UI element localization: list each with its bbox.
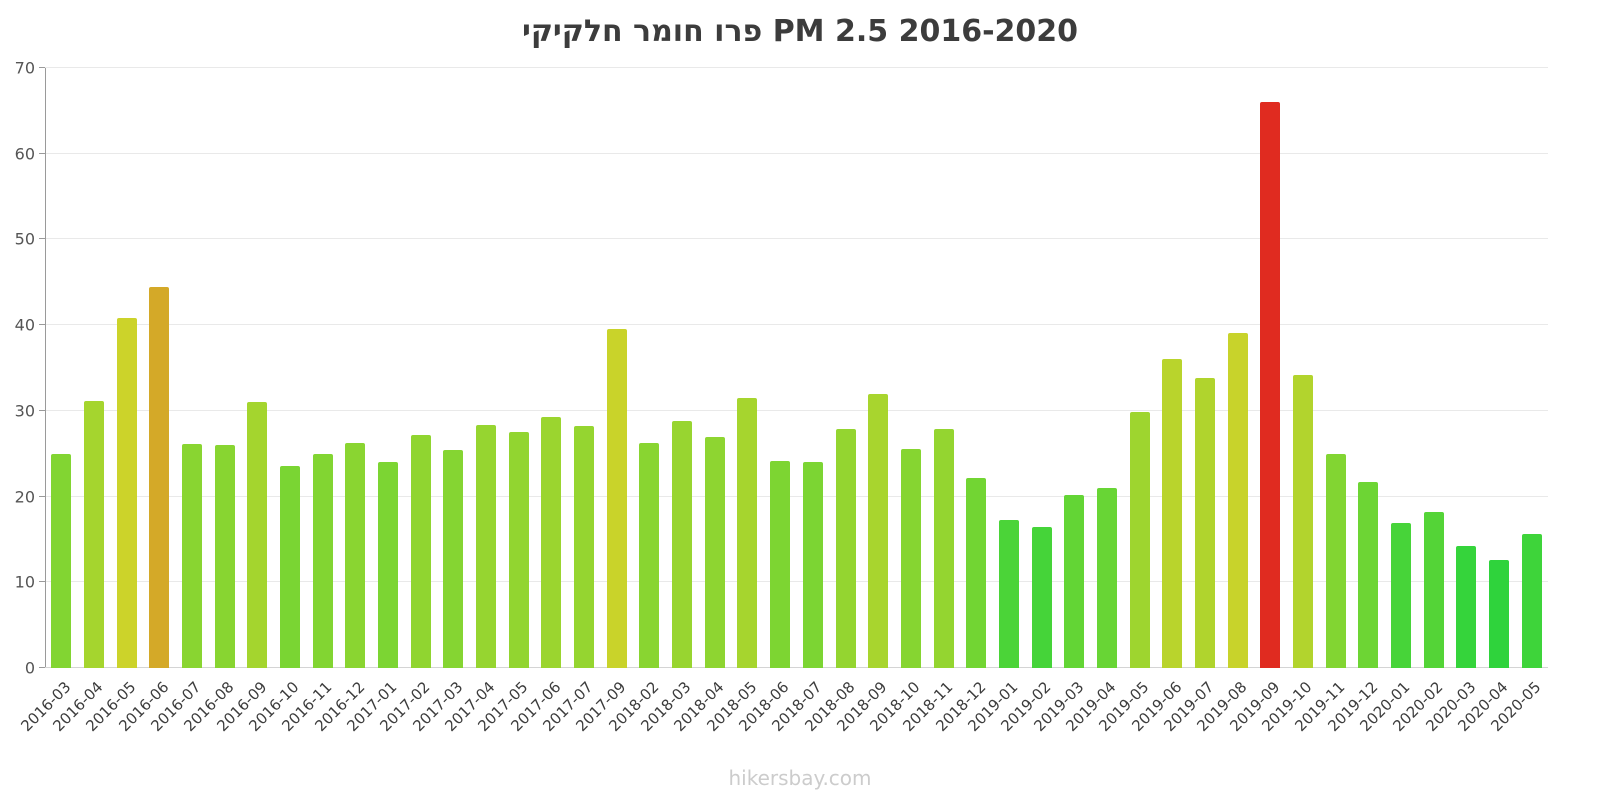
bar-2016-08 (214, 445, 235, 668)
bar-2016-09 (247, 402, 268, 668)
bar-2019-04 (1096, 488, 1117, 668)
y-tick-70 (39, 67, 45, 68)
bar-2020-03 (1456, 546, 1477, 668)
watermark: hikersbay.com (728, 766, 872, 790)
bar-2016-07 (182, 444, 203, 668)
y-tick-label-20: 20 (14, 487, 35, 507)
bar-2019-07 (1194, 378, 1215, 668)
bar-2018-10 (900, 448, 921, 668)
bar-2020-02 (1423, 512, 1444, 668)
bar-2020-01 (1390, 523, 1411, 668)
bar-2019-09 (1260, 102, 1281, 668)
bar-2019-11 (1325, 453, 1346, 668)
gridlines (39, 67, 1548, 668)
bar-2019-02 (1031, 526, 1052, 668)
bar-2018-03 (672, 421, 693, 668)
y-tick-label-10: 10 (14, 572, 35, 592)
bar-2018-07 (802, 462, 823, 668)
y-tick-label-50: 50 (14, 229, 35, 249)
bar-2016-12 (345, 442, 366, 668)
bar-2018-12 (966, 477, 987, 668)
bar-2018-08 (835, 428, 856, 668)
x-axis-line (45, 667, 1548, 668)
bar-2018-11 (933, 428, 954, 668)
bar-2019-05 (1129, 411, 1150, 668)
bar-2017-01 (378, 462, 399, 668)
y-tick-label-30: 30 (14, 401, 35, 421)
bar-2018-04 (704, 437, 725, 668)
chart-title: פרו חומר חלקיקי PM 2.5 2016-2020 (521, 14, 1079, 49)
bar-2017-03 (443, 450, 464, 668)
gridline-30 (45, 409, 1548, 411)
bars (45, 68, 1548, 668)
y-tick-10 (39, 581, 45, 583)
bar-2018-06 (770, 460, 791, 668)
bar-2020-05 (1521, 534, 1542, 668)
bar-2017-02 (410, 434, 431, 668)
y-tick-label-0: 0 (24, 658, 35, 678)
gridline-60 (45, 152, 1548, 154)
y-tick-60 (39, 152, 45, 154)
bar-2016-06 (149, 286, 170, 668)
y-tick-label-60: 60 (14, 144, 35, 164)
y-tick-40 (39, 324, 45, 326)
plot-area: 0 10 20 30 40 50 60 70 2016-03 2016-04 2016-05 201… (15, 59, 1548, 735)
y-axis-line (45, 68, 46, 668)
gridline-10 (45, 581, 1548, 583)
bar-2017-04 (476, 424, 497, 668)
bar-2016-04 (84, 400, 104, 668)
y-axis-labels: 0 10 20 30 40 50 60 70 (0, 59, 45, 678)
bar-2017-07 (574, 426, 595, 668)
gridline-20 (45, 495, 1548, 497)
gridline-40 (45, 324, 1548, 326)
bar-2019-01 (998, 519, 1019, 668)
bar-2018-09 (868, 393, 889, 668)
y-tick-label-70: 70 (14, 58, 35, 78)
bar-2016-03 (51, 453, 72, 668)
bar-2016-05 (116, 318, 137, 668)
y-tick-50 (39, 238, 45, 240)
bar-2019-12 (1358, 482, 1379, 668)
gridline-50 (45, 238, 1548, 240)
bar-2019-03 (1064, 494, 1085, 668)
y-tick-20 (39, 495, 45, 497)
bar-2018-05 (737, 398, 758, 668)
bar-2020-04 (1488, 560, 1509, 668)
bar-2017-06 (541, 416, 562, 668)
bar-2016-11 (312, 453, 333, 668)
bar-2017-09 (606, 329, 627, 668)
x-axis-labels: 2016-03 2016-04 2016-05 2016-06 2016-07 2016-… (17, 668, 1548, 763)
bar-2019-08 (1227, 332, 1248, 668)
y-tick-30 (39, 409, 45, 411)
bar-2019-06 (1162, 359, 1183, 668)
bar-2019-10 (1292, 374, 1313, 668)
bar-2016-10 (280, 465, 301, 668)
y-tick-0 (39, 667, 45, 668)
y-tick-label-40: 40 (14, 315, 35, 335)
bar-2017-05 (508, 432, 529, 668)
bar-2018-02 (639, 443, 660, 668)
gridline-70 (45, 67, 1548, 68)
